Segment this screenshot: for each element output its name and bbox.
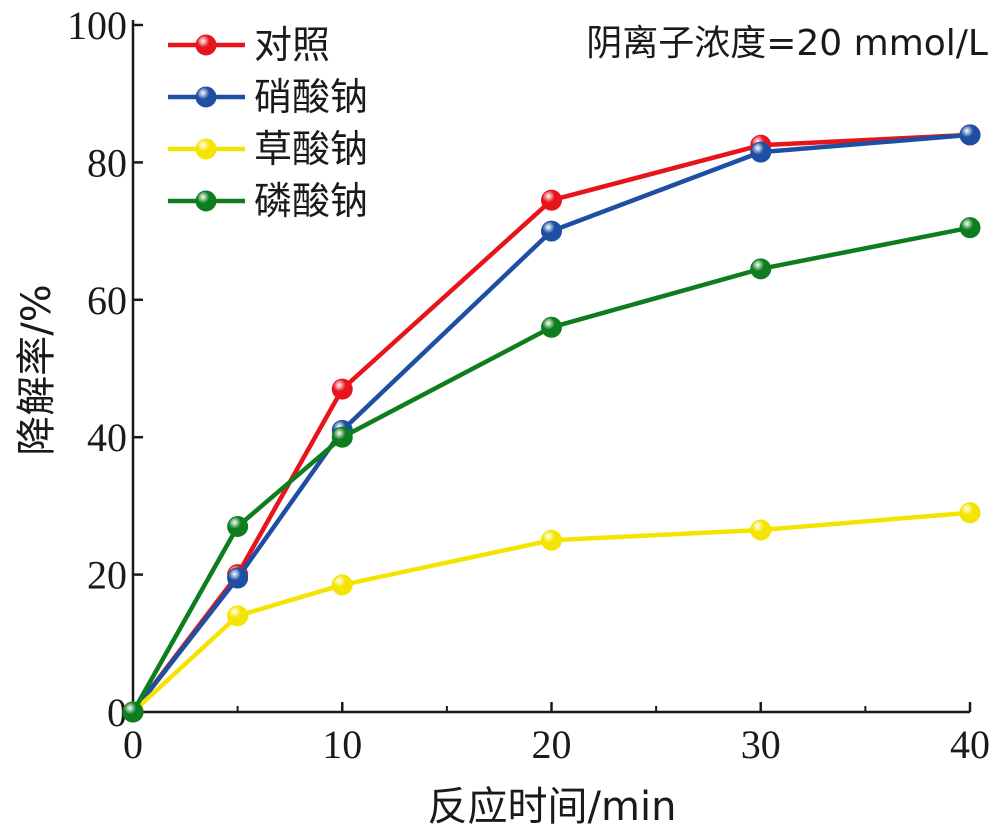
x-tick-label: 30 [741, 722, 781, 767]
data-point [227, 605, 249, 627]
y-tick-label: 60 [87, 278, 127, 323]
legend-marker [195, 138, 217, 160]
chart-annotation: 阴离子浓度=20 mmol/L [586, 23, 988, 64]
data-point [122, 701, 144, 723]
series-line-2 [131, 132, 971, 714]
data-point [750, 258, 772, 280]
ticks: 0 20 40 60 80 100 0 10 20 30 40 [67, 3, 990, 767]
x-tick-label: 0 [123, 722, 143, 767]
y-tick-label: 40 [87, 415, 127, 460]
legend-marker [195, 34, 217, 56]
data-point [750, 519, 772, 541]
data-point [959, 502, 981, 524]
data-point [331, 378, 353, 400]
x-tick-label: 10 [322, 722, 362, 767]
data-point [959, 124, 981, 146]
y-tick-label: 100 [67, 3, 127, 48]
y-axis-title: 降解率/% [14, 284, 60, 455]
data-point [541, 189, 562, 211]
legend-label: 对照 [254, 23, 330, 67]
x-tick-label: 40 [950, 722, 990, 767]
data-point [541, 529, 562, 551]
y-tick-label: 80 [87, 140, 127, 185]
series-line-3 [131, 510, 971, 714]
x-axis-title: 反应时间/min [428, 784, 677, 830]
legend-marker [195, 190, 217, 212]
x-tick-label: 20 [532, 722, 572, 767]
data-point [227, 516, 249, 538]
data-point [750, 141, 772, 163]
y-tick-label: 20 [87, 553, 127, 598]
legend-marker [195, 86, 217, 108]
legend-label: 硝酸钠 [254, 75, 368, 119]
series-line-4 [131, 225, 971, 714]
data-point [541, 316, 562, 338]
data-point [959, 217, 981, 239]
y-tick-label: 0 [107, 690, 127, 735]
data-point [541, 220, 562, 242]
data-point [331, 574, 353, 596]
series-lines [122, 124, 981, 723]
data-point [227, 567, 249, 589]
legend-label: 草酸钠 [254, 127, 368, 171]
data-point [331, 426, 353, 448]
legend-label: 磷酸钠 [254, 179, 368, 223]
